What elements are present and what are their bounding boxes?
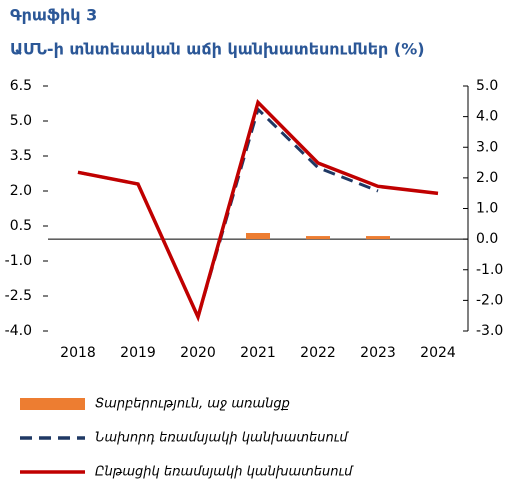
y2-tick-label: 3.0 [476,139,498,155]
bar [366,236,390,240]
bar [306,236,330,240]
legend-label: Նախորդ եռամսյակի կանխատեսում [95,431,349,446]
chart-title: Գրաֆիկ 3 [10,6,97,25]
legend-label: Տարբերություն, աջ առանցք [95,397,290,412]
x-tick-label: 2019 [120,345,156,361]
x-tick-label: 2020 [180,345,216,361]
y-tick-label: -4.0 [5,323,32,339]
y2-tick-label: 0.0 [476,231,498,247]
y-tick-label: 6.5 [10,78,32,94]
y-tick-label: 3.5 [10,148,32,164]
y2-tick-label: 2.0 [476,170,498,186]
x-tick-label: 2023 [360,345,396,361]
y2-tick-label: -3.0 [476,323,503,339]
line [77,98,439,323]
bar [246,233,270,240]
y-tick-label: 0.5 [10,218,32,234]
y2-tick-label: -1.0 [476,262,503,278]
y2-tick-label: -2.0 [476,292,503,308]
y-tick-label: 5.0 [10,113,32,129]
y-tick-label: 2.0 [10,183,32,199]
x-tick-label: 2022 [300,345,336,361]
legend-label: Ընթացիկ եռամսյակի կանխատեսում [95,465,354,480]
y-tick-label: -1.0 [5,253,32,269]
y2-tick-label: 4.0 [476,109,498,125]
y2-tick-label: 5.0 [476,78,498,94]
chart-subtitle: ԱՄՆ-ի տնտեսական աճի կանխատեսումներ (%) [10,40,425,59]
y-tick-label: -2.5 [5,288,32,304]
x-tick-label: 2024 [420,345,456,361]
legend-swatch [20,398,85,410]
x-tick-label: 2021 [240,345,276,361]
y2-tick-label: 1.0 [476,201,498,217]
x-tick-label: 2018 [60,345,96,361]
